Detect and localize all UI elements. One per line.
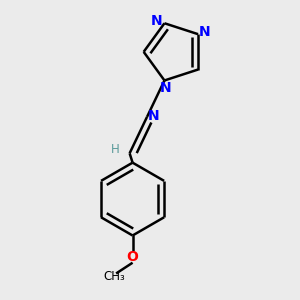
Text: O: O (127, 250, 139, 264)
Text: N: N (151, 14, 162, 28)
Text: N: N (199, 25, 211, 39)
Text: CH₃: CH₃ (104, 270, 125, 283)
Text: N: N (148, 109, 160, 123)
Text: N: N (160, 81, 172, 95)
Text: H: H (111, 143, 120, 156)
